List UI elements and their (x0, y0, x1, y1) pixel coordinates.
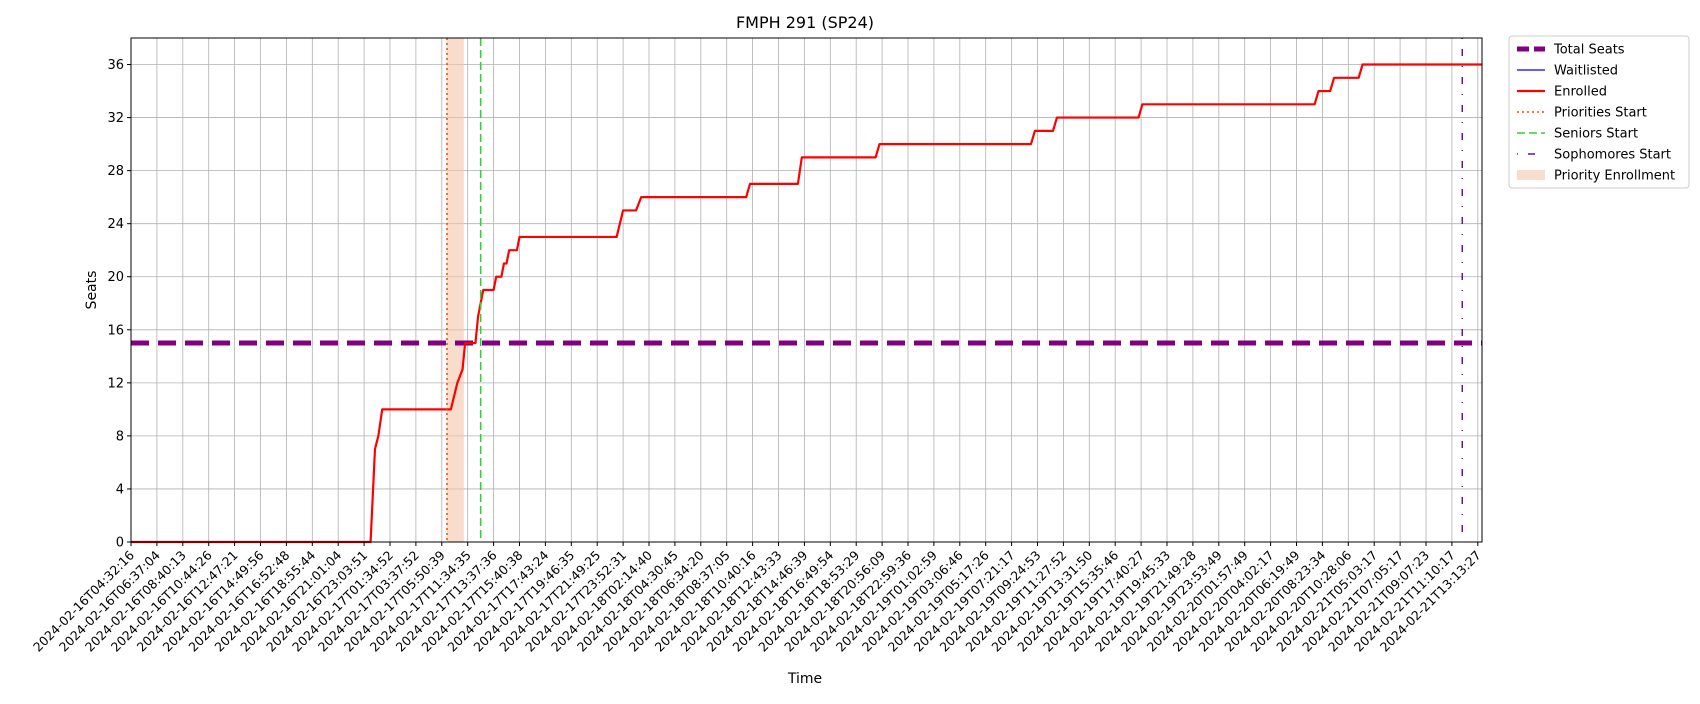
plot-frame (130, 37, 1483, 543)
legend-label-seniors-start: Seniors Start (1554, 127, 1638, 142)
legend-label-total-seats: Total Seats (1553, 43, 1625, 58)
y-tick-label: 24 (107, 217, 124, 232)
y-tick-label: 16 (107, 323, 124, 338)
series-line-enrolled (131, 63, 1482, 544)
legend-label-priorities-start: Priorities Start (1554, 106, 1647, 121)
legend-swatch-priority-enrollment (1517, 170, 1545, 180)
y-tick-label: 28 (107, 164, 124, 179)
y-tick-label: 12 (107, 376, 124, 391)
y-tick-label: 36 (107, 58, 124, 73)
legend-label-enrolled: Enrolled (1554, 85, 1607, 100)
y-tick-label: 32 (107, 111, 124, 126)
y-tick-label: 4 (116, 482, 124, 497)
y-tick-label: 0 (116, 536, 124, 551)
legend-label-sophomores-start: Sophomores Start (1554, 148, 1671, 163)
chart-title: FMPH 291 (SP24) (736, 13, 874, 32)
y-axis-label: Seats (84, 271, 100, 310)
legend: Total Seats Waitlisted Enrolled Priorities … (1508, 35, 1690, 189)
y-tick-label: 20 (107, 270, 124, 285)
legend-label-priority-enrollment: Priority Enrollment (1554, 169, 1675, 184)
x-axis-label: Time (787, 671, 822, 687)
y-tick-label: 8 (116, 429, 124, 444)
priority-enrollment-span (446, 38, 464, 542)
grid-lines (130, 38, 1482, 543)
legend-frame (1508, 35, 1690, 189)
legend-label-waitlisted: Waitlisted (1554, 64, 1618, 79)
